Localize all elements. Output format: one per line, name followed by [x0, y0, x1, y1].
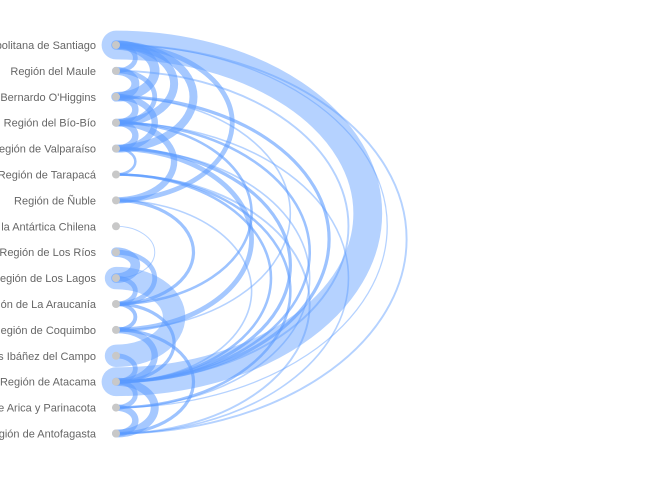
- link-arc: [114, 173, 273, 383]
- link-arc: [115, 121, 350, 435]
- link-arc: [114, 302, 138, 332]
- node-label: Región de La Araucanía: [0, 299, 97, 311]
- node-label: Región de Arica y Parinacota: [0, 403, 97, 415]
- node-dot: [112, 325, 120, 334]
- node-label: Región del Libertador General Bernardo O…: [0, 92, 96, 104]
- node-dot: [112, 66, 120, 75]
- node-label: Región de Antofagasta: [0, 429, 97, 441]
- link-arc: [115, 96, 292, 331]
- node-dot: [112, 274, 120, 283]
- node-dot: [112, 144, 120, 153]
- node-label: Región del Maule: [10, 66, 96, 78]
- node-dot: [112, 377, 120, 386]
- node-dot: [112, 92, 120, 101]
- node-dot: [112, 41, 120, 49]
- link-arc: [115, 147, 311, 409]
- node-dot: [112, 170, 120, 179]
- link-arc: [115, 173, 311, 435]
- node-label: Región de Coquimbo: [0, 325, 96, 337]
- link-arc: [115, 199, 253, 383]
- node-dot: [112, 429, 120, 438]
- node-dot: [112, 351, 120, 360]
- link-arc: [113, 42, 235, 203]
- link-arc: [113, 68, 158, 126]
- node-dot: [112, 222, 120, 231]
- node-label: Región de Atacama: [0, 377, 97, 389]
- link-arc: [114, 95, 331, 384]
- link-arc: [113, 146, 255, 333]
- node-dot: [112, 118, 120, 127]
- link-arc: [114, 198, 196, 306]
- nodes-layer: [112, 41, 120, 438]
- node-dot: [112, 403, 120, 412]
- node-dot: [112, 248, 120, 257]
- link-arc: [115, 69, 350, 383]
- node-label: Región de Valparaíso: [0, 144, 96, 156]
- node-label: Región de Magallanes y de la Antártica C…: [0, 221, 97, 233]
- node-label: Región Metropolitana de Santiago: [0, 40, 96, 52]
- node-label: Región de Aysén del General Carlos Ibáñe…: [0, 351, 96, 363]
- link-arc: [114, 328, 196, 436]
- link-arc: [104, 266, 186, 367]
- link-arc: [115, 225, 156, 279]
- link-arc: [115, 44, 388, 409]
- link-arc: [114, 121, 311, 383]
- node-label: Región de Ñuble: [14, 194, 96, 207]
- node-label: Región de Tarapacá: [0, 170, 97, 182]
- node-label: Región de Los Ríos: [0, 247, 96, 259]
- link-arc: [101, 30, 383, 397]
- link-arc: [114, 173, 292, 409]
- node-label: Región del Bío-Bío: [4, 118, 96, 130]
- node-dot: [112, 300, 120, 308]
- link-arc: [114, 121, 253, 306]
- labels-layer: Región Metropolitana de Santiago Región d…: [0, 40, 97, 441]
- arcs-layer: [101, 30, 408, 438]
- link-arc: [114, 147, 292, 384]
- link-arc: [114, 302, 176, 384]
- node-label: Región de Los Lagos: [0, 273, 96, 285]
- link-arc: [115, 44, 408, 435]
- node-dot: [112, 196, 120, 205]
